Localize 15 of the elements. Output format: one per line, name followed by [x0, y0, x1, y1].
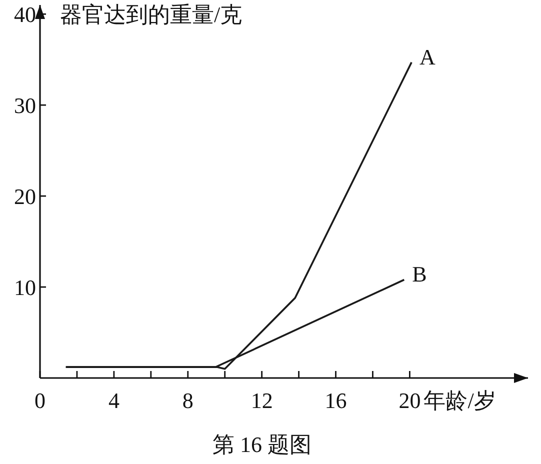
y-axis-title: 器官达到的重量/克	[60, 2, 242, 27]
x-tick-label: 16	[324, 388, 347, 413]
y-tick-label: 10	[14, 275, 36, 300]
y-tick-label: 30	[14, 93, 36, 118]
series-label: A	[420, 44, 436, 70]
x-tick-label: 8	[182, 388, 194, 413]
y-tick-label: 40	[14, 2, 36, 28]
series-label: B	[412, 262, 427, 287]
x-tick-label: 0	[34, 388, 46, 413]
x-axis-title: 年龄/岁	[424, 388, 496, 413]
x-tick-label: 4	[108, 388, 120, 413]
text: 第 16 题图	[212, 432, 312, 457]
x-tick-label: 20	[398, 388, 421, 413]
y-tick-label: 20	[14, 184, 36, 210]
x-tick-label: 12	[250, 388, 273, 413]
